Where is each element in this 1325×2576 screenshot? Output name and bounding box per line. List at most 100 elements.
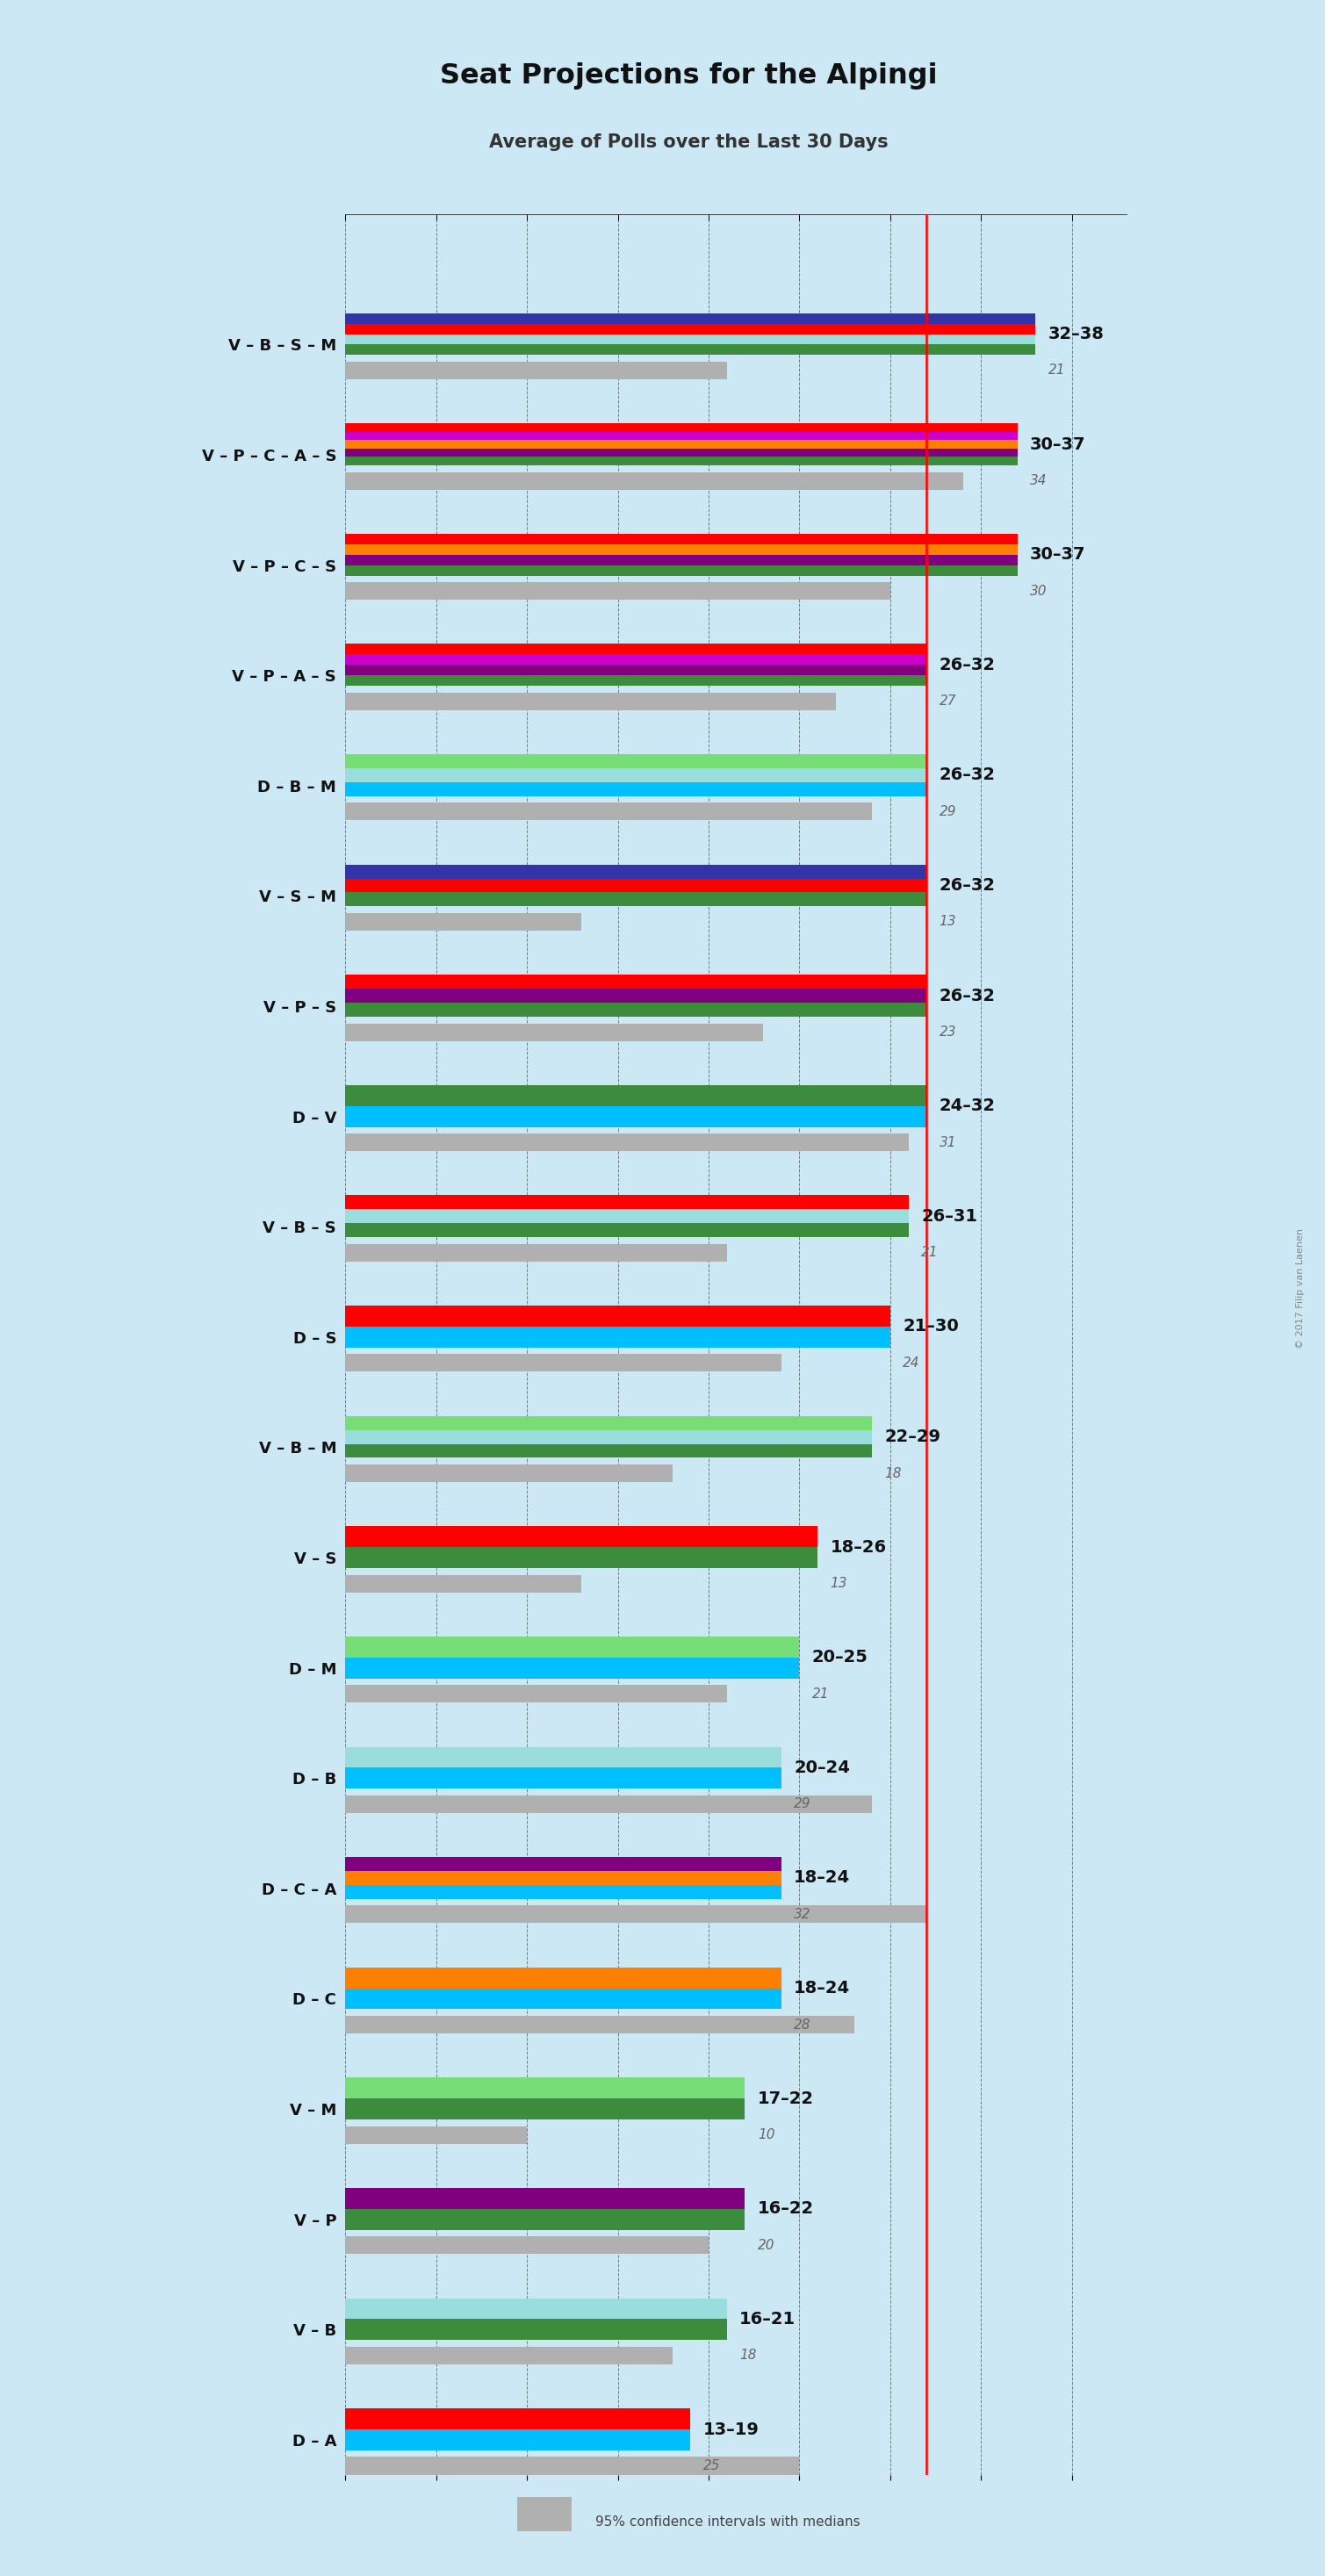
Bar: [346, 866, 818, 878]
Bar: [582, 2429, 690, 2450]
Bar: [818, 989, 926, 1002]
Text: 26–32: 26–32: [939, 878, 995, 894]
Text: V – P – S: V – P – S: [264, 999, 337, 1015]
Bar: [727, 1327, 890, 1347]
Bar: [890, 544, 1018, 554]
Text: 17–22: 17–22: [758, 2089, 814, 2107]
Bar: [745, 1430, 872, 1445]
Bar: [745, 1445, 872, 1458]
Bar: [818, 1195, 909, 1208]
Text: 26–32: 26–32: [939, 657, 995, 672]
Text: V – B – S – M: V – B – S – M: [228, 337, 337, 353]
Text: Seat Projections for the Alpingi: Seat Projections for the Alpingi: [440, 62, 938, 90]
Bar: [346, 1445, 745, 1458]
Bar: [636, 2298, 727, 2318]
Bar: [890, 564, 1018, 574]
Bar: [346, 1244, 727, 1262]
Text: D – M: D – M: [289, 1662, 337, 1677]
Bar: [582, 2429, 690, 2450]
Bar: [346, 456, 890, 466]
Text: V – P – A – S: V – P – A – S: [232, 670, 337, 685]
Text: 18–24: 18–24: [794, 1870, 851, 1886]
Bar: [346, 675, 818, 685]
Bar: [655, 2079, 745, 2099]
Text: 27: 27: [939, 696, 957, 708]
Bar: [346, 2208, 636, 2231]
Bar: [926, 335, 1036, 345]
Bar: [346, 1208, 818, 1224]
Bar: [782, 1084, 926, 1105]
Bar: [818, 1208, 909, 1224]
Bar: [890, 440, 1018, 448]
Bar: [346, 1870, 672, 1886]
Bar: [890, 533, 1018, 544]
Bar: [890, 448, 1018, 456]
Bar: [346, 1747, 709, 1767]
Bar: [890, 564, 1018, 574]
Bar: [890, 544, 1018, 554]
Bar: [672, 1989, 782, 2009]
Bar: [890, 456, 1018, 466]
Bar: [745, 1417, 872, 1430]
Bar: [818, 675, 926, 685]
Bar: [818, 878, 926, 891]
Bar: [346, 2079, 655, 2099]
Bar: [346, 533, 890, 544]
Bar: [727, 1306, 890, 1327]
Bar: [672, 1968, 782, 1989]
Bar: [636, 2298, 727, 2318]
Text: V – B – M: V – B – M: [258, 1440, 337, 1458]
Text: V – S – M: V – S – M: [260, 889, 337, 907]
Bar: [346, 2017, 853, 2032]
Bar: [346, 1906, 926, 1924]
Bar: [346, 2187, 636, 2208]
Text: V – P – C – S: V – P – C – S: [233, 559, 337, 574]
Bar: [926, 325, 1036, 335]
Bar: [346, 1327, 727, 1347]
Bar: [346, 1084, 782, 1105]
Bar: [346, 2318, 636, 2339]
Text: 31: 31: [939, 1136, 957, 1149]
Bar: [346, 1656, 709, 1680]
Text: V – M: V – M: [290, 2102, 337, 2117]
Text: D – B – M: D – B – M: [257, 781, 337, 796]
Bar: [709, 1747, 782, 1767]
Bar: [818, 974, 926, 989]
Bar: [346, 1224, 818, 1236]
Bar: [709, 1747, 782, 1767]
Bar: [582, 2409, 690, 2429]
Bar: [672, 1525, 818, 1548]
Bar: [890, 533, 1018, 544]
Bar: [890, 456, 1018, 466]
Bar: [818, 866, 926, 878]
Bar: [926, 345, 1036, 355]
Bar: [672, 1886, 782, 1899]
Bar: [346, 2429, 582, 2450]
Text: 95% confidence intervals with medians: 95% confidence intervals with medians: [595, 2514, 860, 2530]
Text: V – S: V – S: [294, 1551, 337, 1566]
Bar: [818, 989, 926, 1002]
Text: 20–24: 20–24: [794, 1759, 851, 1775]
Bar: [890, 433, 1018, 440]
Bar: [346, 335, 926, 345]
Bar: [745, 1417, 872, 1430]
Bar: [672, 1525, 818, 1548]
Bar: [346, 564, 890, 574]
Bar: [346, 2458, 799, 2476]
Text: 18: 18: [739, 2349, 757, 2362]
Bar: [818, 665, 926, 675]
Bar: [346, 582, 890, 600]
Bar: [890, 448, 1018, 456]
Text: D – A: D – A: [292, 2434, 337, 2450]
Bar: [818, 783, 926, 796]
Bar: [346, 1636, 709, 1656]
Bar: [818, 1224, 909, 1236]
Text: 18: 18: [885, 1466, 902, 1479]
Bar: [672, 1548, 818, 1569]
Bar: [346, 1417, 745, 1430]
Bar: [818, 755, 926, 768]
Bar: [346, 1133, 909, 1151]
Text: 25: 25: [704, 2460, 721, 2473]
Text: D – C: D – C: [293, 1991, 337, 2009]
Bar: [636, 2318, 727, 2339]
